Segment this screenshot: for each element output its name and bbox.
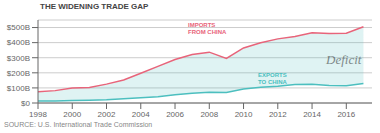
svg-text:2014: 2014 — [303, 110, 321, 119]
html-text:SOURCE: U.S. International Tra: SOURCE: U.S. International Trade Commiss… — [4, 121, 153, 128]
svg-text:2010: 2010 — [235, 110, 253, 119]
svg-text:2000: 2000 — [63, 110, 81, 119]
svg-text:$500B: $500B — [8, 23, 30, 32]
svg-text:2012: 2012 — [269, 110, 287, 119]
svg-text:$0: $0 — [21, 99, 30, 108]
svg-text:1998: 1998 — [29, 110, 47, 119]
html-text:IMPORTS FROM CHINA: IMPORTS FROM CHINA — [188, 22, 227, 35]
html-text:THE WIDENING TRADE GAP: THE WIDENING TRADE GAP — [40, 2, 149, 11]
svg-text:$100B: $100B — [8, 84, 30, 93]
svg-text:2004: 2004 — [132, 110, 150, 119]
svg-text:2008: 2008 — [200, 110, 218, 119]
svg-text:2016: 2016 — [337, 110, 355, 119]
svg-text:2006: 2006 — [166, 110, 184, 119]
svg-text:$200B: $200B — [8, 69, 30, 78]
svg-text:$300B: $300B — [8, 54, 30, 63]
html-text:EXPORTS TO CHINA: EXPORTS TO CHINA — [258, 72, 287, 85]
html-text:Deficit: Deficit — [326, 52, 362, 67]
svg-text:$400B: $400B — [8, 38, 30, 47]
svg-text:2002: 2002 — [98, 110, 116, 119]
